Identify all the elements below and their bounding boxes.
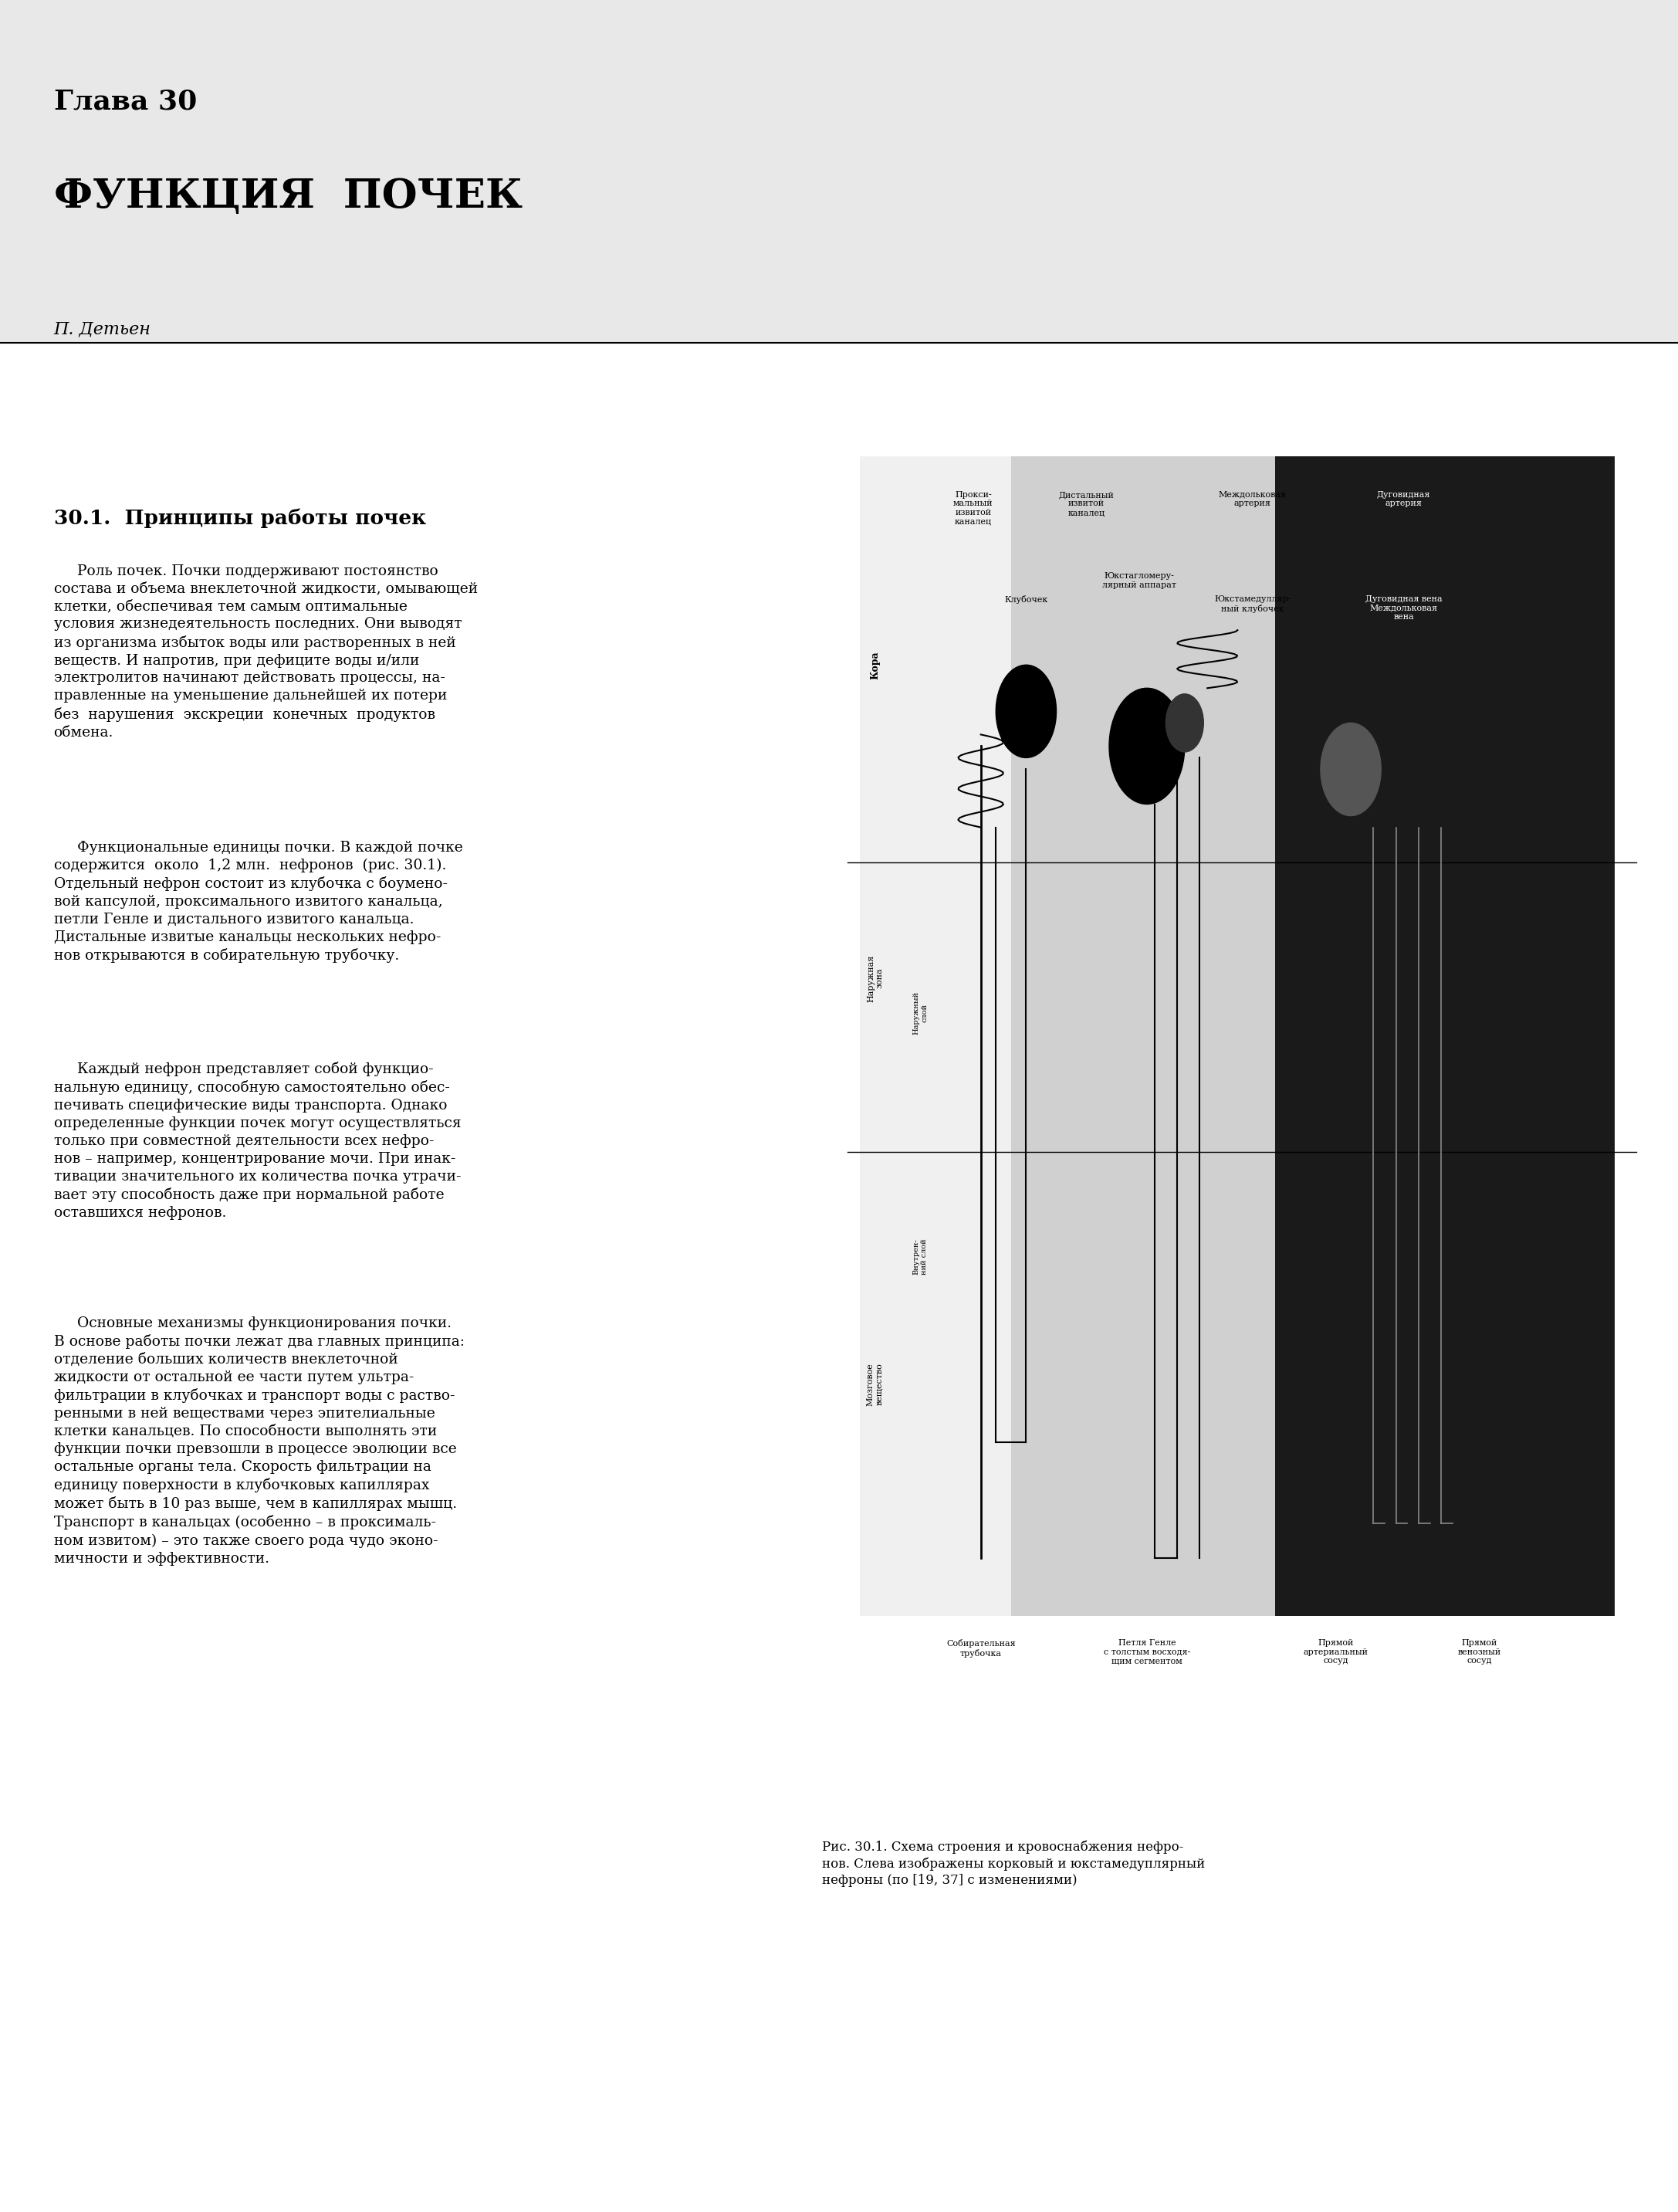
Text: Междольковая
артерия: Междольковая артерия <box>1218 491 1287 507</box>
Circle shape <box>995 666 1057 759</box>
Bar <box>0 0 1678 343</box>
Text: Основные механизмы функционирования почки.
В основе работы почки лежат два главн: Основные механизмы функционирования почк… <box>54 1316 465 1566</box>
Text: П. Детьен: П. Детьен <box>54 321 151 338</box>
Text: Внутрен-
ний слой: Внутрен- ний слой <box>913 1239 928 1274</box>
Text: ФУНКЦИЯ  ПОЧЕК: ФУНКЦИЯ ПОЧЕК <box>54 177 522 217</box>
Text: Рис. 30.1. Схема строения и кровоснабжения нефро-
нов. Слева изображены корковый: Рис. 30.1. Схема строения и кровоснабжен… <box>822 1840 1205 1887</box>
Circle shape <box>1109 688 1185 805</box>
Circle shape <box>1166 695 1203 752</box>
Text: Прокси-
мальный
извитой
каналец: Прокси- мальный извитой каналец <box>953 491 993 526</box>
Text: Петля Генле
с толстым восходя-
щим сегментом: Петля Генле с толстым восходя- щим сегме… <box>1104 1639 1190 1666</box>
Text: Каждый нефрон представляет собой функцио-
нальную единицу, способную самостоятел: Каждый нефрон представляет собой функцио… <box>54 1062 461 1221</box>
Text: Клубочек: Клубочек <box>1005 595 1047 604</box>
Bar <box>859 456 1010 1617</box>
Bar <box>1010 456 1275 1617</box>
Text: Прямой
артериальный
сосуд: Прямой артериальный сосуд <box>1304 1639 1368 1666</box>
Text: Кора: Кора <box>871 650 879 679</box>
Text: Дуговидная
артерия: Дуговидная артерия <box>1378 491 1430 507</box>
Text: Прямой
венозный
сосуд: Прямой венозный сосуд <box>1458 1639 1500 1666</box>
Bar <box>1275 456 1614 1617</box>
Text: Мозговое
вещество: Мозговое вещество <box>868 1363 883 1405</box>
Text: Роль почек. Почки поддерживают постоянство
состава и объема внеклеточной жидкост: Роль почек. Почки поддерживают постоянст… <box>54 564 478 739</box>
Text: Глава 30: Глава 30 <box>54 88 196 115</box>
Text: Функциональные единицы почки. В каждой почке
содержится  около  1,2 млн.  нефрон: Функциональные единицы почки. В каждой п… <box>54 841 463 962</box>
Text: Наружная
зона: Наружная зона <box>868 956 883 1002</box>
Text: Наружный
слой: Наружный слой <box>913 991 928 1035</box>
Text: Юкстамедулляр-
ный клубочек: Юкстамедулляр- ный клубочек <box>1215 595 1290 613</box>
Text: 30.1.  Принципы работы почек: 30.1. Принципы работы почек <box>54 509 426 529</box>
Circle shape <box>1321 723 1381 816</box>
Text: Юкстагломеру-
лярный аппарат: Юкстагломеру- лярный аппарат <box>1102 573 1176 588</box>
Text: Дистальный
извитой
каналец: Дистальный извитой каналец <box>1059 491 1114 518</box>
Text: Дуговидная вена
Междольковая
вена: Дуговидная вена Междольковая вена <box>1366 595 1441 622</box>
Text: Собирательная
трубочка: Собирательная трубочка <box>946 1639 1015 1657</box>
